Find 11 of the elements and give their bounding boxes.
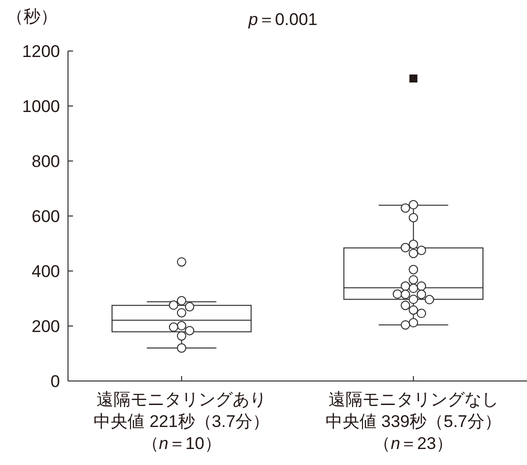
x-tick-label: 遠隔モニタリングなし中央値 339秒（5.7分）（n＝23）: [326, 390, 502, 453]
chart-title: p＝0.001: [247, 10, 318, 29]
y-tick-label: 800: [32, 152, 60, 171]
y-tick-label: 600: [32, 207, 60, 226]
y-axis-title: （秒）: [6, 7, 58, 26]
y-tick-label: 400: [32, 262, 60, 281]
y-tick-label: 0: [50, 372, 60, 391]
x-tick-label: 遠隔モニタリングあり中央値 221秒（3.7分）（n＝10）: [94, 390, 270, 453]
y-tick-label: 1200: [22, 42, 60, 61]
y-tick-label: 200: [32, 317, 60, 336]
y-tick-label: 1000: [22, 97, 60, 116]
